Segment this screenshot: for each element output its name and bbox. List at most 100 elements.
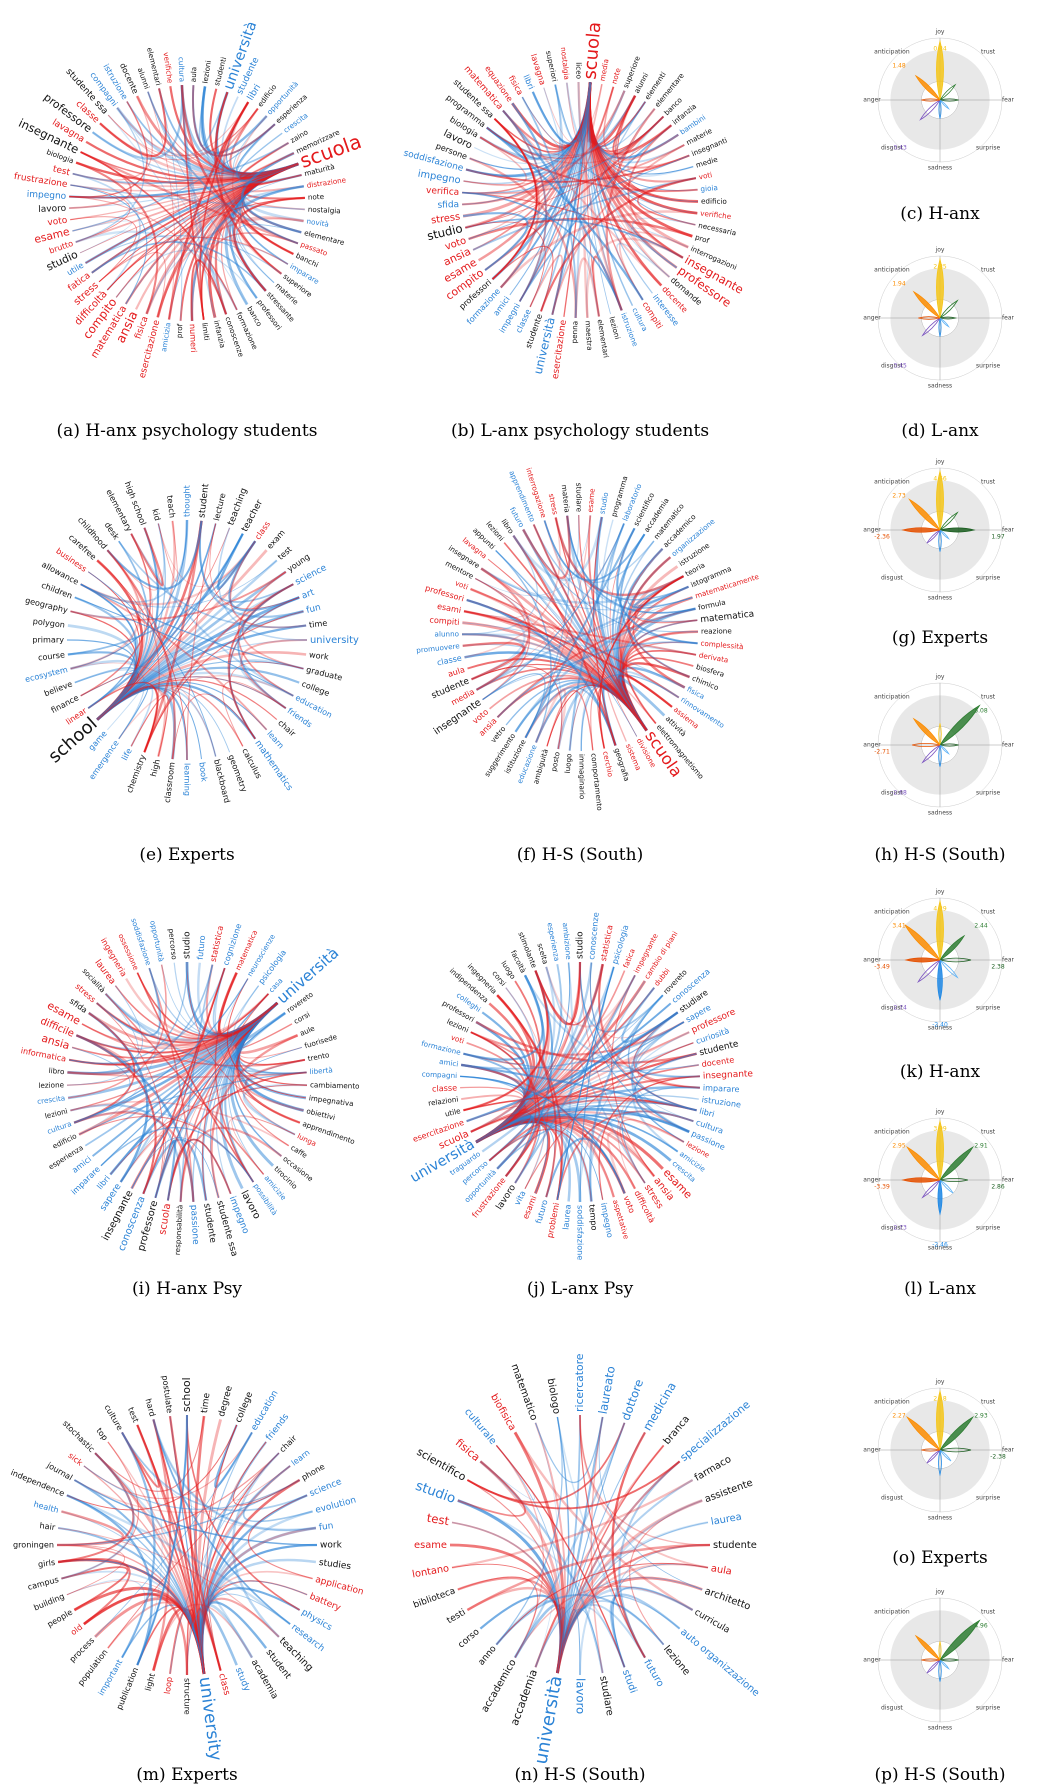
edge-f-60 xyxy=(462,641,525,681)
edge-b-21 xyxy=(465,83,603,229)
axis-label-g-anticipation: anticipation xyxy=(874,478,910,485)
word-m-43: top xyxy=(94,1426,110,1443)
edge-f-56 xyxy=(512,516,604,582)
word-i-31: scuola xyxy=(157,1203,173,1236)
edge-f-68 xyxy=(461,535,539,635)
edge-f-62 xyxy=(625,631,699,724)
edge-j-8 xyxy=(633,1011,700,1089)
edge-i-19 xyxy=(179,964,214,1202)
word-m-15: battery xyxy=(308,1592,343,1614)
edges-e xyxy=(66,519,308,761)
edge-i-32 xyxy=(179,1126,283,1202)
edge-n-22 xyxy=(457,1460,526,1517)
edge-n-hub-13 xyxy=(556,1594,681,1674)
axis-label-p-anticipation: anticipation xyxy=(874,1608,910,1615)
edge-b-7 xyxy=(618,231,689,301)
word-a-13: nostalgia xyxy=(308,205,341,216)
edge-i-59 xyxy=(81,993,269,1048)
emotion-flower-h: joytrust5.08fearsurprisesadnessdisgust-2… xyxy=(863,674,1014,817)
axis-label-h-disgust: disgust xyxy=(881,790,903,797)
edge-n-0 xyxy=(480,1445,535,1500)
edge-m-21 xyxy=(74,1479,318,1546)
axis-label-k-anger: anger xyxy=(863,957,881,964)
value-label-h-disgust: -2.68 xyxy=(891,790,907,797)
word-n-0: ricercatore xyxy=(573,1353,586,1412)
edge-n-5 xyxy=(611,1431,646,1659)
edge-b-hub-58 xyxy=(531,82,592,145)
edge-n-hub-14 xyxy=(556,1600,665,1674)
edge-e-48 xyxy=(106,549,160,753)
axis-label-c-sadness: sadness xyxy=(928,165,952,172)
edge-n-hub-4 xyxy=(556,1444,665,1674)
word-m-3: college xyxy=(234,1390,256,1424)
edge-m-0 xyxy=(61,1566,129,1611)
edge-j-68 xyxy=(630,1011,690,1133)
value-label-k-anger: -3.49 xyxy=(874,964,890,971)
edge-f-63 xyxy=(638,608,699,633)
edge-b-58 xyxy=(565,82,678,269)
petal-p-fear xyxy=(939,1658,959,1662)
edge-j-19 xyxy=(463,1053,699,1072)
edge-n-10 xyxy=(618,1460,681,1659)
edge-f-64 xyxy=(543,520,646,582)
petal-k-joy xyxy=(936,899,944,961)
edge-a-51 xyxy=(72,142,289,185)
word-j-19: libri xyxy=(698,1106,715,1119)
edge-m-20 xyxy=(152,1419,291,1625)
edge-j-20 xyxy=(635,1021,700,1078)
edge-b-45 xyxy=(492,118,538,280)
edge-b-56 xyxy=(499,210,698,289)
edge-i-22 xyxy=(78,1071,307,1136)
value-label-d-joy: 2.85 xyxy=(933,264,947,271)
network-panels: universitàstudentelibriedificioopportuni… xyxy=(9,19,761,1765)
edge-a-32 xyxy=(91,85,184,160)
word-b-12: medie xyxy=(695,155,720,170)
axis-label-l-sadness: sadness xyxy=(928,1245,952,1252)
value-label-k-disgust: -2.74 xyxy=(891,1005,907,1012)
edge-i-33 xyxy=(68,964,167,1099)
edges-i xyxy=(66,961,308,1202)
word-i-45: libro xyxy=(48,1066,64,1076)
edge-f-44 xyxy=(533,524,698,623)
edge-j-62 xyxy=(606,1132,656,1194)
edge-a-13 xyxy=(156,217,304,318)
edge-j-49 xyxy=(460,1075,626,1194)
word-e-50: kid xyxy=(150,508,163,522)
edge-b-hub-61 xyxy=(566,82,591,142)
edge-i-34 xyxy=(67,1034,131,1076)
edge-i-42 xyxy=(70,1100,290,1147)
edge-n-39 xyxy=(579,1414,646,1658)
edge-j-27 xyxy=(534,961,582,1026)
value-label-o-joy: 2.18 xyxy=(933,1396,947,1403)
word-b-14: gioia xyxy=(700,183,718,193)
edge-j-63 xyxy=(631,1021,685,1143)
value-label-l-anger: -3.39 xyxy=(874,1184,890,1191)
edge-j-16 xyxy=(589,1110,694,1202)
edge-a-21 xyxy=(69,151,132,209)
edge-i-64 xyxy=(73,978,249,1124)
edge-i-45 xyxy=(167,1071,307,1201)
edge-f-27 xyxy=(480,568,693,611)
word-a-61: aula xyxy=(189,67,199,83)
edge-j-3 xyxy=(470,1021,685,1056)
edge-m-49 xyxy=(152,1419,317,1532)
axis-label-h-anger: anger xyxy=(863,742,881,749)
edge-m-37 xyxy=(61,1452,135,1580)
edge-b-19 xyxy=(486,101,646,159)
edge-j-1 xyxy=(470,1031,541,1184)
edge-a-48 xyxy=(75,230,238,311)
edge-b-12 xyxy=(502,110,547,302)
edge-b-hub-62 xyxy=(577,81,592,142)
word-m-36: groningen xyxy=(13,1540,54,1550)
word-f-44: aula xyxy=(446,664,466,679)
edge-e-24 xyxy=(106,520,203,590)
word-m-41: sick xyxy=(66,1450,85,1468)
edge-m-19 xyxy=(94,1416,205,1492)
edge-j-41 xyxy=(463,970,549,1112)
word-i-15: cambiamento xyxy=(310,1080,360,1090)
network-panel-a: universitàstudentelibriedificioopportuni… xyxy=(13,19,364,379)
axis-label-g-anger: anger xyxy=(863,527,881,534)
axis-label-k-disgust: disgust xyxy=(881,1005,903,1012)
axis-label-k-anticipation: anticipation xyxy=(874,908,910,915)
